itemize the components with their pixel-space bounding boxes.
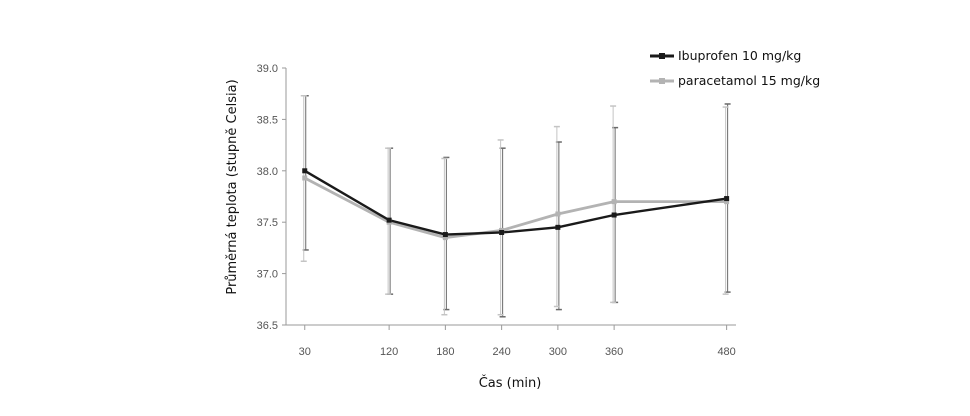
y-tick-label: 38.5	[257, 114, 278, 126]
data-point-paracetamol	[724, 199, 730, 205]
y-ticks: 36.5 37.0 37.5 38.0 38.5 39.0	[257, 63, 286, 332]
x-tick-label: 300	[549, 346, 567, 358]
data-point-ibuprofen	[499, 229, 505, 235]
legend: Ibuprofen 10 mg/kg paracetamol 15 mg/kg	[650, 48, 820, 88]
x-tick-label: 180	[436, 346, 454, 358]
axes: 36.537.037.538.038.539.0 30 120 180 240 300 3…	[257, 63, 736, 358]
x-axis-title: Čas (min)	[479, 375, 542, 391]
legend-item-ibuprofen: Ibuprofen 10 mg/kg	[650, 48, 801, 63]
y-tick-label: 39.0	[257, 63, 278, 75]
data-point-ibuprofen	[611, 212, 617, 218]
x-ticks: 30 120 180 240 300 360 480	[299, 325, 736, 358]
y-tick-label: 37.0	[257, 269, 278, 281]
x-tick-label: 480	[717, 346, 735, 358]
x-tick-label: 360	[605, 346, 623, 358]
data-point-ibuprofen	[442, 232, 448, 238]
x-tick-label: 30	[299, 346, 311, 358]
data-point-paracetamol	[555, 211, 561, 217]
legend-item-paracetamol: paracetamol 15 mg/kg	[650, 73, 820, 88]
y-tick-label: 38.0	[257, 166, 278, 178]
y-tick-label: 37.5	[257, 217, 278, 229]
data-point-ibuprofen	[386, 217, 392, 223]
data-point-paracetamol	[442, 235, 448, 241]
y-tick-label: 36.5	[257, 320, 278, 332]
data-point-ibuprofen	[302, 168, 308, 174]
data-point-ibuprofen	[555, 224, 561, 230]
legend-label-ibuprofen: Ibuprofen 10 mg/kg	[678, 48, 801, 63]
legend-marker-paracetamol	[659, 78, 665, 84]
data-point-paracetamol	[611, 199, 617, 205]
y-axis-title: Průměrná teplota (stupně Celsia)	[225, 79, 240, 294]
x-tick-label: 240	[492, 346, 510, 358]
series-points	[302, 168, 730, 241]
data-point-paracetamol	[302, 175, 308, 181]
series-lines	[304, 169, 727, 240]
x-tick-label: 120	[380, 346, 398, 358]
data-point-ibuprofen	[724, 196, 730, 202]
legend-label-paracetamol: paracetamol 15 mg/kg	[678, 73, 820, 88]
legend-marker-ibuprofen	[659, 53, 665, 59]
